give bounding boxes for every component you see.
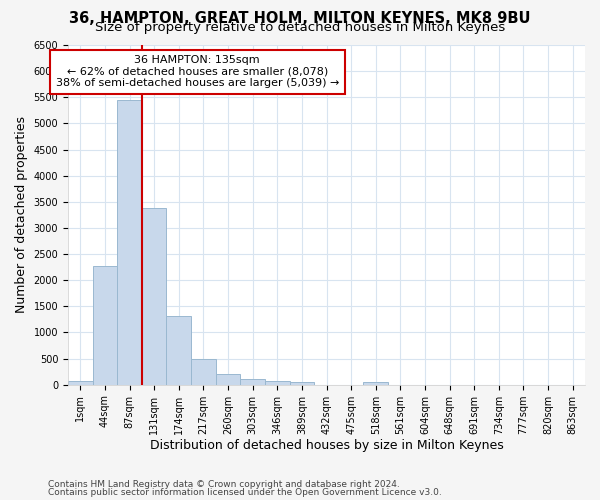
Bar xyxy=(142,208,166,384)
Text: 36 HAMPTON: 135sqm
← 62% of detached houses are smaller (8,078)
38% of semi-deta: 36 HAMPTON: 135sqm ← 62% of detached hou… xyxy=(56,55,339,88)
Text: 36, HAMPTON, GREAT HOLM, MILTON KEYNES, MK8 9BU: 36, HAMPTON, GREAT HOLM, MILTON KEYNES, … xyxy=(69,11,531,26)
Bar xyxy=(68,381,92,384)
Text: Contains HM Land Registry data © Crown copyright and database right 2024.: Contains HM Land Registry data © Crown c… xyxy=(48,480,400,489)
Text: Size of property relative to detached houses in Milton Keynes: Size of property relative to detached ho… xyxy=(95,21,505,34)
Bar xyxy=(241,379,265,384)
Bar xyxy=(364,382,388,384)
Bar xyxy=(117,100,142,385)
Bar xyxy=(290,382,314,384)
X-axis label: Distribution of detached houses by size in Milton Keynes: Distribution of detached houses by size … xyxy=(149,440,503,452)
Y-axis label: Number of detached properties: Number of detached properties xyxy=(15,116,28,314)
Bar xyxy=(265,381,290,384)
Bar xyxy=(191,359,216,384)
Bar xyxy=(166,316,191,384)
Bar xyxy=(92,266,117,384)
Text: Contains public sector information licensed under the Open Government Licence v3: Contains public sector information licen… xyxy=(48,488,442,497)
Bar xyxy=(216,374,241,384)
